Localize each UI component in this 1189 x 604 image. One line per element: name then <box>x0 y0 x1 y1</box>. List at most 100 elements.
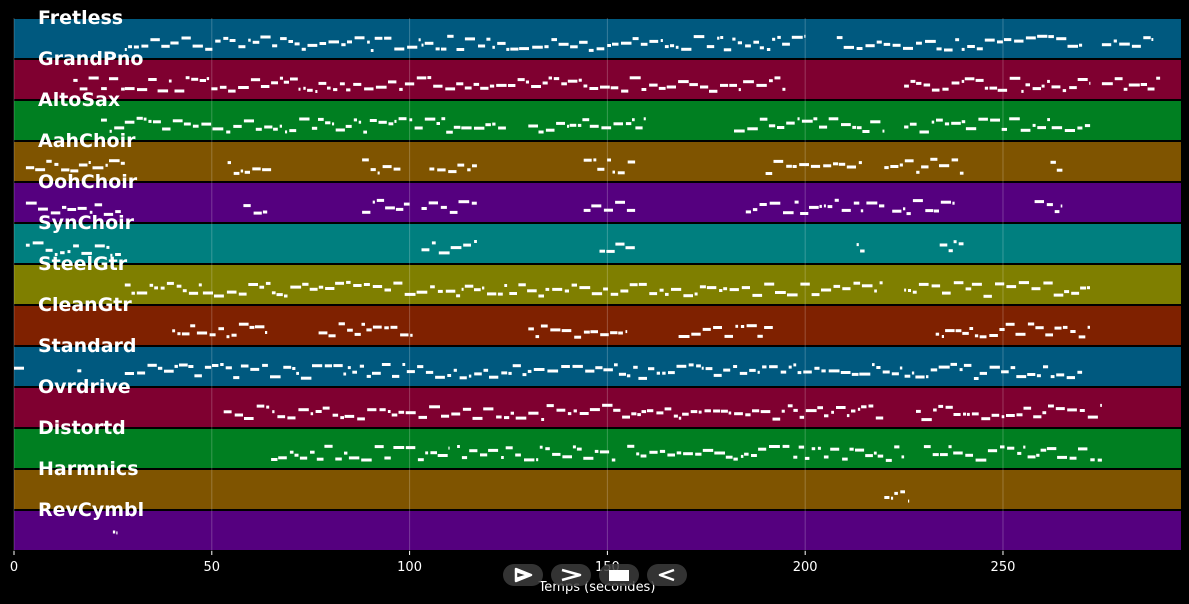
note <box>963 412 967 416</box>
note <box>501 371 508 375</box>
note <box>215 39 221 43</box>
note <box>545 447 550 451</box>
note <box>223 36 229 40</box>
note <box>394 47 405 51</box>
note <box>699 285 706 289</box>
note <box>1009 76 1021 80</box>
note <box>348 456 360 460</box>
note <box>547 369 559 373</box>
note <box>1054 210 1060 214</box>
stop-button[interactable] <box>599 564 639 586</box>
note <box>698 410 702 414</box>
note <box>952 201 955 205</box>
note <box>1078 447 1088 451</box>
note <box>735 324 739 328</box>
track-label-fretless: Fretless <box>38 7 124 29</box>
note <box>670 44 675 48</box>
note <box>315 410 322 413</box>
note <box>570 45 578 49</box>
note <box>965 287 972 291</box>
note <box>564 289 569 293</box>
note <box>772 37 776 41</box>
note <box>531 85 541 88</box>
note <box>942 87 949 91</box>
note <box>567 124 570 128</box>
note <box>803 370 812 374</box>
note <box>743 80 754 84</box>
note <box>226 290 237 294</box>
note-cluster <box>421 200 477 214</box>
note <box>185 76 190 80</box>
note <box>124 120 135 124</box>
note <box>904 125 909 129</box>
note <box>751 454 757 457</box>
note <box>756 83 767 87</box>
note <box>621 41 632 45</box>
note <box>109 129 112 133</box>
note <box>318 331 328 335</box>
note <box>814 366 820 370</box>
forward-button[interactable] <box>551 564 591 586</box>
note <box>446 130 453 134</box>
note <box>1034 200 1044 204</box>
note <box>124 372 134 375</box>
track-label-aahchoir: AahChoir <box>38 130 136 152</box>
note <box>352 370 357 374</box>
note <box>852 125 857 129</box>
track-band-grandpno <box>14 60 1181 99</box>
note <box>793 363 797 367</box>
note <box>821 288 832 292</box>
note <box>936 47 942 51</box>
note <box>865 44 875 48</box>
note <box>614 363 618 367</box>
note <box>688 363 694 367</box>
note <box>694 292 698 296</box>
note <box>124 48 127 51</box>
note <box>667 453 675 457</box>
note <box>801 119 813 123</box>
note <box>168 79 172 83</box>
note <box>252 167 261 171</box>
note <box>638 282 647 286</box>
note-cluster <box>124 280 883 298</box>
note <box>172 329 176 333</box>
play-from-start-button[interactable] <box>503 564 543 586</box>
note <box>271 458 278 461</box>
note <box>936 118 943 122</box>
note <box>931 284 941 288</box>
note <box>638 376 647 380</box>
note <box>546 404 554 408</box>
note <box>948 249 953 253</box>
note <box>627 160 636 164</box>
note <box>480 86 489 90</box>
note <box>612 42 619 46</box>
note <box>271 81 278 85</box>
note <box>648 367 655 371</box>
note <box>758 447 767 451</box>
note-cluster <box>583 158 636 175</box>
note <box>799 163 809 167</box>
note <box>489 375 499 379</box>
note <box>81 251 92 255</box>
note <box>231 333 237 337</box>
note <box>668 371 675 375</box>
rewind-button[interactable] <box>647 564 687 586</box>
note <box>884 166 889 170</box>
note <box>1042 411 1047 415</box>
note <box>813 117 818 121</box>
note <box>509 292 517 295</box>
note <box>238 292 247 296</box>
note <box>1037 34 1048 38</box>
note <box>769 365 778 369</box>
note <box>283 365 292 369</box>
note <box>805 409 817 413</box>
note <box>1016 413 1023 417</box>
note <box>25 166 35 170</box>
note <box>629 283 638 287</box>
note <box>35 168 46 172</box>
note <box>764 282 775 286</box>
note <box>849 447 854 451</box>
note <box>921 165 929 169</box>
track-label-distortd: Distortd <box>38 417 126 439</box>
note <box>362 210 371 214</box>
